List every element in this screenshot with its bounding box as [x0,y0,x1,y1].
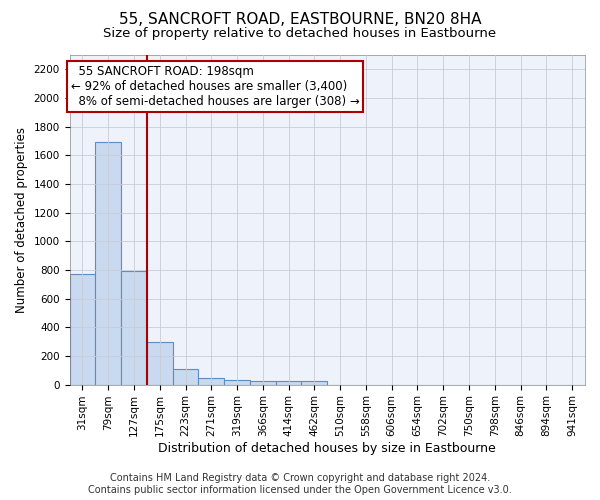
X-axis label: Distribution of detached houses by size in Eastbourne: Distribution of detached houses by size … [158,442,496,455]
Bar [199,378,224,384]
Bar [95,142,121,384]
Text: 55 SANCROFT ROAD: 198sqm
← 92% of detached houses are smaller (3,400)
  8% of se: 55 SANCROFT ROAD: 198sqm ← 92% of detach… [71,65,359,108]
Bar [276,381,301,384]
Bar [173,369,199,384]
Bar [301,381,327,384]
Text: 55, SANCROFT ROAD, EASTBOURNE, BN20 8HA: 55, SANCROFT ROAD, EASTBOURNE, BN20 8HA [119,12,481,28]
Bar [224,380,250,384]
Bar [147,342,173,384]
Text: Contains HM Land Registry data © Crown copyright and database right 2024.
Contai: Contains HM Land Registry data © Crown c… [88,474,512,495]
Bar [70,274,95,384]
Text: Size of property relative to detached houses in Eastbourne: Size of property relative to detached ho… [103,28,497,40]
Bar [250,381,276,384]
Y-axis label: Number of detached properties: Number of detached properties [15,127,28,313]
Bar [121,272,147,384]
